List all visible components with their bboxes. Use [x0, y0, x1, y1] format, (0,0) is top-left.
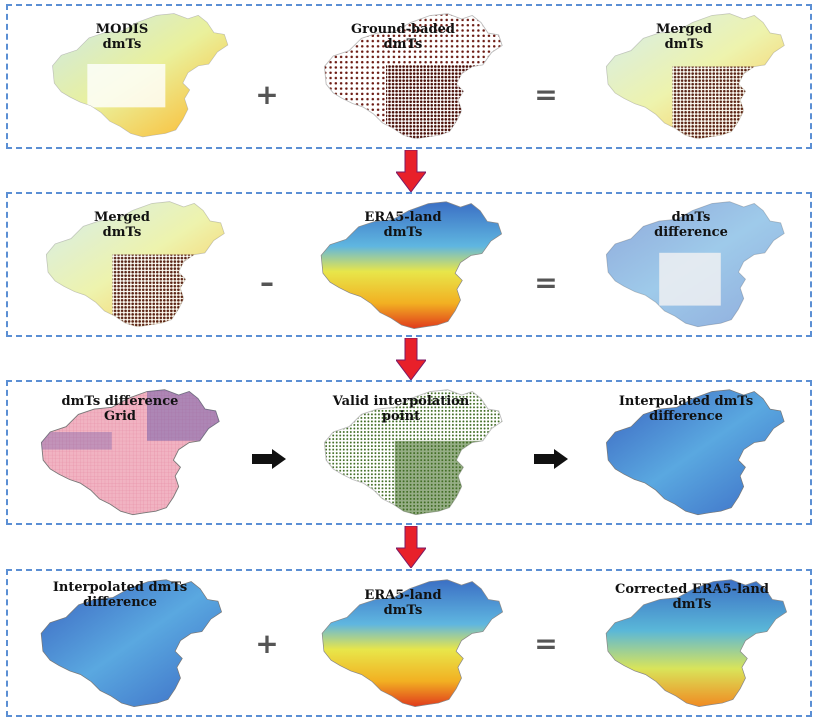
panel-3-3-title: Interpolated dmTs difference — [618, 394, 754, 424]
map-ground-based-dmts — [323, 13, 503, 140]
panel-2-3-title: dmTs difference — [654, 210, 728, 240]
down-arrow-2 — [396, 338, 426, 380]
map-merged-dmts — [605, 13, 785, 140]
panel-1-1-title: MODIS dmTs — [95, 22, 149, 52]
minus-operator: – — [260, 266, 274, 299]
panel-3-1-title: dmTs difference Grid — [61, 394, 179, 424]
row-4-box — [6, 569, 812, 717]
panel-4-3-title: Corrected ERA5-land dmTs — [615, 582, 769, 612]
map-dmts-difference — [605, 201, 785, 328]
equals-operator: = — [534, 78, 558, 111]
panel-2-2-title: ERA5-land dmTs — [364, 210, 442, 240]
row-1-box — [6, 4, 812, 149]
row-3-box — [6, 380, 812, 525]
map-modis-dmts — [52, 13, 229, 138]
equals-operator-3: = — [534, 627, 558, 660]
down-arrow-3 — [396, 526, 426, 568]
panel-1-3-title: Merged dmTs — [656, 22, 712, 52]
panel-4-2-title: ERA5-land dmTs — [364, 588, 442, 618]
panel-4-1-title: Interpolated dmTs difference — [52, 580, 188, 610]
plus-operator-2: + — [255, 627, 279, 660]
map-valid-interpolation-point — [323, 389, 503, 516]
panel-2-1-title: Merged dmTs — [94, 210, 150, 240]
right-arrow-1 — [252, 449, 286, 469]
panel-3-2-title: Valid interpolation point — [332, 394, 470, 424]
equals-operator-2: = — [534, 266, 558, 299]
row-2-box — [6, 192, 812, 337]
map-dmts-difference-grid — [40, 389, 220, 516]
panel-1-2-title: Ground-baded dmTs — [351, 22, 455, 52]
down-arrow-1 — [396, 150, 426, 192]
map-merged-dmts-2 — [45, 201, 225, 328]
right-arrow-2 — [534, 449, 568, 469]
plus-operator: + — [255, 78, 279, 111]
